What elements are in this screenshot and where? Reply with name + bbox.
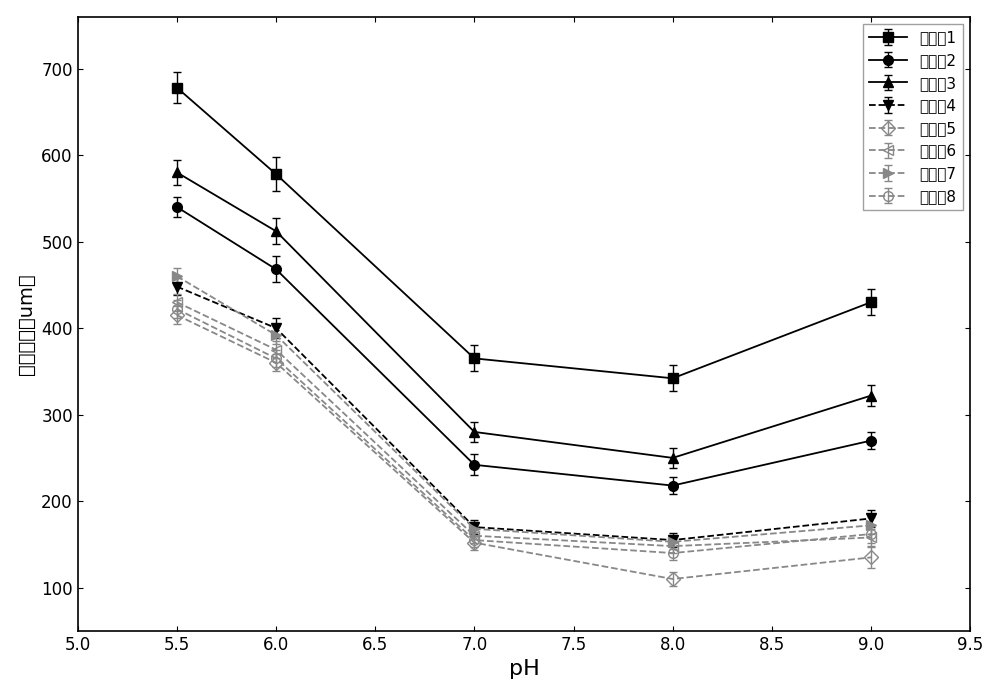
Y-axis label: 絮凝粒径（um）: 絮凝粒径（um） bbox=[17, 273, 36, 374]
Legend: 实施例1, 实施例2, 实施例3, 实施例4, 实施例5, 实施例6, 实施例7, 实施例8: 实施例1, 实施例2, 实施例3, 实施例4, 实施例5, 实施例6, 实施例7… bbox=[863, 24, 963, 210]
X-axis label: pH: pH bbox=[509, 659, 539, 679]
